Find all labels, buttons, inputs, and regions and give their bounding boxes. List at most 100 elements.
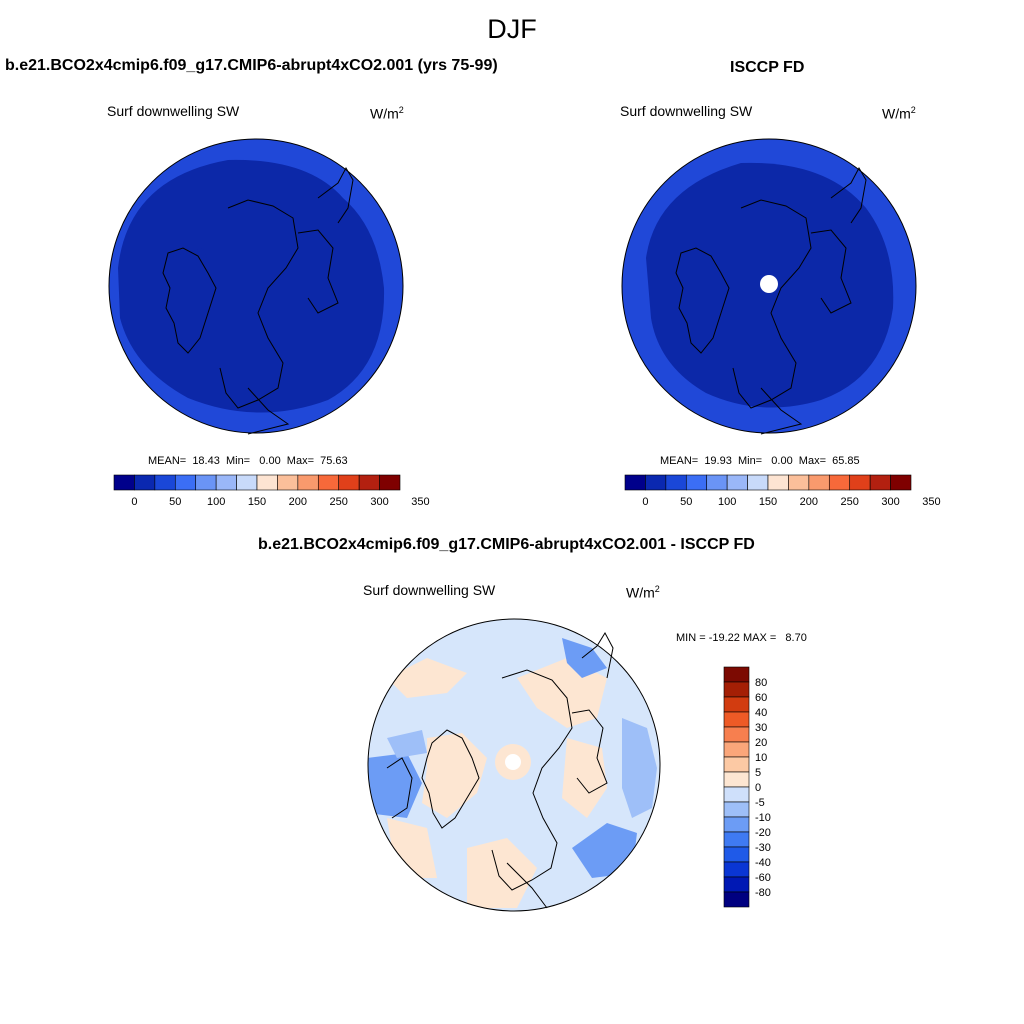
colorbar-tick-label: 150: [759, 496, 777, 508]
colorbar-box: [808, 474, 830, 491]
colorbar-tick-label: 350: [411, 496, 429, 508]
panel2-stats: MEAN= 19.93 Min= 0.00 Max= 65.85: [660, 455, 860, 467]
colorbar-tick-label: 300: [881, 496, 899, 508]
panel1-colorbar: 0 50 100 150 200 250 300 350: [113, 474, 430, 508]
panel2-colorbar: 0 50 100 150 200 250 300 350: [624, 474, 941, 508]
panel1-stats: MEAN= 18.43 Min= 0.00 Max= 75.63: [148, 455, 348, 467]
colorbar-tick-label: 250: [330, 496, 348, 508]
colorbar-box: [767, 474, 789, 491]
panel2-units: W/m2: [882, 105, 916, 122]
colorbar-box: [685, 474, 708, 491]
colorbar-box: [723, 891, 750, 908]
colorbar-box: [723, 711, 750, 728]
colorbar-box: [788, 474, 810, 491]
colorbar-tick-label: 5: [755, 767, 761, 779]
colorbar-box: [890, 474, 912, 491]
colorbar-box: [174, 474, 197, 491]
panel2-polar-map: [621, 138, 917, 435]
colorbar-box: [723, 771, 750, 788]
colorbar-box: [726, 474, 748, 491]
colorbar-box: [236, 474, 258, 491]
colorbar-box: [154, 474, 176, 491]
panel3-coastlines: [386, 631, 614, 909]
panel1-field-label: Surf downwelling SW: [107, 103, 240, 119]
colorbar-box: [723, 666, 750, 683]
colorbar-box: [379, 474, 401, 491]
colorbar-tick-label: 100: [718, 496, 736, 508]
colorbar-box: [723, 681, 750, 698]
colorbar-tick-label: 0: [755, 782, 761, 794]
panel3-units: W/m2: [626, 584, 660, 601]
colorbar-box: [723, 741, 750, 758]
colorbar-box: [665, 474, 687, 491]
colorbar-tick-label: 0: [131, 496, 137, 508]
colorbar-box: [849, 474, 871, 491]
colorbar-tick-label: -60: [755, 872, 771, 884]
colorbar-box: [113, 474, 135, 491]
colorbar-box: [723, 831, 750, 848]
panel2-field-label: Surf downwelling SW: [620, 103, 753, 119]
colorbar-tick-label: 50: [680, 496, 692, 508]
colorbar-box: [338, 474, 360, 491]
panel3-missing-pole: [505, 754, 521, 770]
panel1-title: b.e21.BCO2x4cmip6.f09_g17.CMIP6-abrupt4x…: [5, 57, 498, 74]
panel2-missing-pole: [760, 275, 778, 293]
panel1-coastlines: [162, 166, 354, 435]
panel3-colorbar: 80 60 40 30 20 10 5 0 -5 -10 -20 -30 -40 -60 -80: [723, 666, 771, 908]
colorbar-box: [723, 726, 750, 743]
panel3-title: b.e21.BCO2x4cmip6.f09_g17.CMIP6-abrupt4x…: [258, 536, 755, 553]
panel3-greenland-positive: [422, 733, 487, 818]
colorbar-box: [723, 876, 750, 893]
panel1-polar-map: [108, 138, 404, 435]
colorbar-box: [317, 474, 340, 491]
colorbar-tick-label: 80: [755, 677, 767, 689]
colorbar-tick-label: 200: [800, 496, 818, 508]
colorbar-tick-label: 250: [841, 496, 859, 508]
colorbar-box: [723, 756, 750, 773]
panel3-stats: MIN = -19.22 MAX = 8.70: [676, 632, 807, 644]
colorbar-box: [215, 474, 237, 491]
colorbar-tick-label: 350: [922, 496, 940, 508]
colorbar-tick-label: -20: [755, 827, 771, 839]
colorbar-tick-label: -10: [755, 812, 771, 824]
colorbar-box: [256, 474, 278, 491]
colorbar-tick-label: -40: [755, 857, 771, 869]
figure-title: DJF: [487, 14, 537, 44]
colorbar-box: [645, 474, 667, 491]
colorbar-tick-label: -30: [755, 842, 771, 854]
colorbar-box: [723, 801, 750, 818]
colorbar-box: [747, 474, 769, 491]
colorbar-box: [723, 696, 750, 713]
colorbar-tick-label: -80: [755, 887, 771, 899]
panel3-polar-map: [367, 618, 661, 912]
colorbar-box: [723, 816, 750, 833]
colorbar-box: [723, 786, 750, 803]
colorbar-tick-label: 200: [289, 496, 307, 508]
colorbar-tick-label: 0: [642, 496, 648, 508]
panel2-title: ISCCP FD: [730, 59, 805, 76]
colorbar-box: [624, 474, 646, 491]
colorbar-tick-label: 60: [755, 692, 767, 704]
panel1-units: W/m2: [370, 105, 404, 122]
colorbar-box: [277, 474, 299, 491]
colorbar-tick-label: -5: [755, 797, 765, 809]
colorbar-tick-label: 10: [755, 752, 767, 764]
colorbar-tick-label: 100: [207, 496, 225, 508]
colorbar-tick-label: 20: [755, 737, 767, 749]
colorbar-box: [723, 861, 750, 878]
colorbar-tick-label: 40: [755, 707, 767, 719]
colorbar-box: [723, 846, 750, 863]
colorbar-box: [195, 474, 217, 491]
colorbar-tick-label: 30: [755, 722, 767, 734]
colorbar-box: [706, 474, 728, 491]
colorbar-tick-label: 50: [169, 496, 181, 508]
colorbar-box: [297, 474, 319, 491]
colorbar-box: [134, 474, 156, 491]
colorbar-box: [869, 474, 891, 491]
panel2-coastlines: [675, 166, 867, 435]
colorbar-tick-label: 300: [370, 496, 388, 508]
panel3-field-label: Surf downwelling SW: [363, 582, 496, 598]
colorbar-tick-label: 150: [248, 496, 266, 508]
colorbar-box: [828, 474, 851, 491]
colorbar-box: [358, 474, 380, 491]
